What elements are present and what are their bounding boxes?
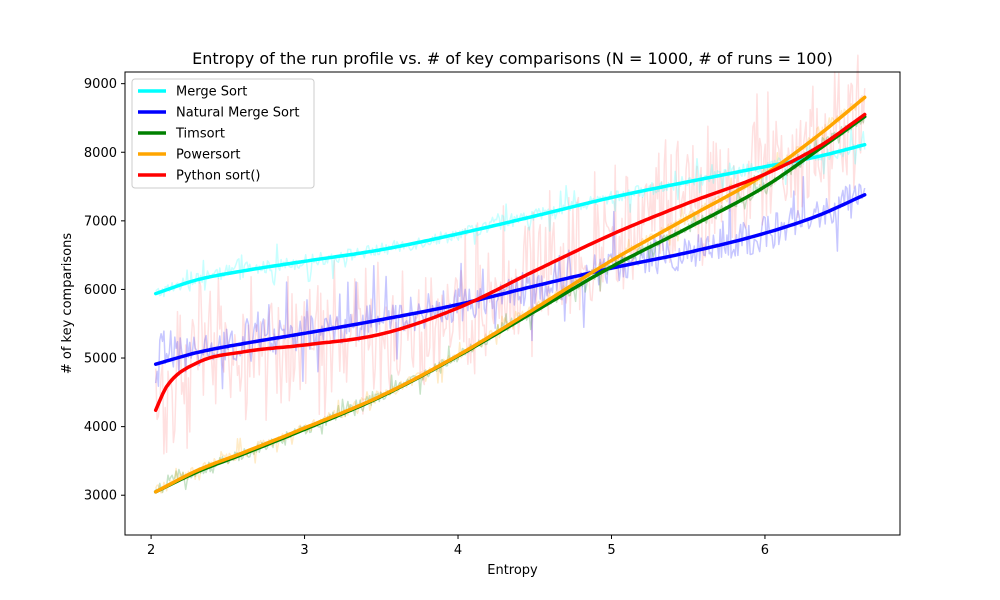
plot-frame (124, 71, 901, 536)
series-line-python-sort (153, 112, 867, 412)
legend: Merge Sort Natural Merge Sort Timsort Power… (131, 78, 315, 189)
x-tick-label: 5 (607, 543, 615, 558)
series-line-merge-sort (153, 142, 867, 296)
y-tick-label: 8000 (84, 146, 117, 161)
legend-label-python-sort: Python sort() (176, 169, 261, 184)
x-tick-label: 4 (454, 543, 462, 558)
legend-box (131, 78, 315, 189)
y-axis-ticks: 3000 4000 5000 6000 7000 8000 9000 (84, 77, 125, 504)
x-tick-label: 2 (147, 543, 155, 558)
x-axis-label: Entropy (487, 563, 538, 578)
legend-label-merge-sort: Merge Sort (176, 85, 247, 100)
y-tick-label: 6000 (84, 283, 117, 298)
y-tick-label: 7000 (84, 214, 117, 229)
y-tick-label: 9000 (84, 77, 117, 92)
fit-lines-layer (153, 95, 867, 494)
y-tick-label: 4000 (84, 420, 117, 435)
legend-label-timsort: Timsort (175, 127, 225, 142)
series-line-natural-merge-sort (153, 193, 867, 366)
raw-data-python-sort (154, 54, 866, 455)
y-tick-label: 3000 (84, 489, 117, 504)
series-line-powersort (153, 95, 867, 494)
y-axis-label: # of key comparisons (60, 233, 75, 374)
x-axis-ticks: 2 3 4 5 6 (147, 535, 769, 558)
legend-label-natural-merge-sort: Natural Merge Sort (176, 106, 299, 121)
legend-label-powersort: Powersort (176, 148, 240, 163)
x-tick-label: 3 (300, 543, 308, 558)
chart-title: Entropy of the run profile vs. # of key … (192, 49, 833, 68)
x-tick-label: 6 (761, 543, 769, 558)
y-tick-label: 5000 (84, 352, 117, 367)
